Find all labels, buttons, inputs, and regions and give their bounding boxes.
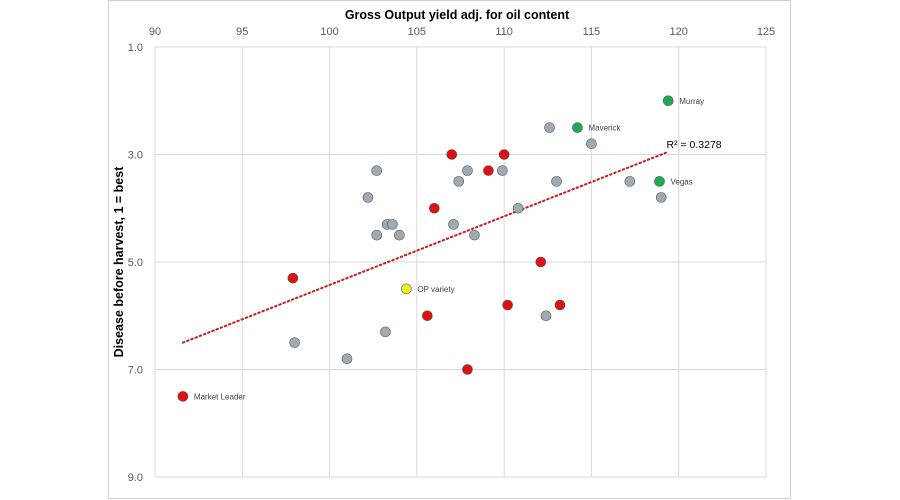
yellow-point bbox=[401, 283, 412, 295]
grey-point bbox=[624, 176, 636, 187]
x-tick-label: 125 bbox=[757, 26, 775, 38]
point-label: Murray bbox=[679, 97, 704, 106]
x-tick-label: 115 bbox=[583, 26, 601, 38]
green-point bbox=[572, 122, 583, 133]
y-axis-title: Disease before harvest, 1 = best bbox=[112, 166, 126, 358]
point-label: OP variety bbox=[417, 285, 454, 294]
point-label: Maverick bbox=[588, 124, 621, 133]
point-label: Market Leader bbox=[194, 392, 246, 401]
grey-point bbox=[453, 176, 465, 187]
grey-point bbox=[394, 229, 405, 241]
x-tick-label: 100 bbox=[320, 26, 338, 38]
point-label: Vegas bbox=[671, 177, 693, 186]
red-point bbox=[177, 391, 189, 402]
grey-point bbox=[462, 165, 473, 176]
red-point bbox=[462, 364, 473, 375]
red-point bbox=[446, 149, 458, 160]
axis-ticks: 90 95 100 105 110 115 120 125 1.0 3.0 5.0 7.0 9.0 bbox=[128, 26, 775, 484]
red-point bbox=[554, 299, 566, 311]
trendline-group bbox=[181, 150, 670, 344]
y-tick-label: 7.0 bbox=[128, 365, 143, 377]
y-tick-label: 5.0 bbox=[128, 257, 143, 269]
x-axis-title: Gross Output yield adj. for oil content bbox=[345, 8, 570, 22]
x-tick-label: 120 bbox=[670, 26, 688, 38]
red-point bbox=[422, 310, 433, 322]
green-point bbox=[662, 95, 674, 107]
grey-point bbox=[387, 219, 398, 230]
grey-point bbox=[371, 229, 383, 241]
chart-area bbox=[108, 0, 791, 499]
point-labels: Murray Maverick Vegas OP variety Market Lead… bbox=[194, 97, 704, 402]
grey-point bbox=[448, 219, 459, 230]
y-tick-label: 3.0 bbox=[128, 150, 143, 162]
grey-point bbox=[497, 165, 508, 176]
red-point bbox=[483, 165, 494, 176]
x-tick-label: 90 bbox=[149, 26, 161, 38]
y-tick-label: 1.0 bbox=[128, 42, 143, 54]
grey-point bbox=[469, 229, 480, 241]
grey-point bbox=[371, 165, 383, 176]
x-tick-label: 110 bbox=[495, 26, 513, 38]
y-tick-label: 9.0 bbox=[128, 472, 143, 484]
grey-point bbox=[341, 353, 353, 365]
x-tick-label: 105 bbox=[408, 26, 426, 38]
grey-point bbox=[551, 176, 562, 187]
grey-point bbox=[380, 326, 391, 338]
red-point bbox=[287, 272, 299, 284]
grey-point bbox=[544, 122, 555, 133]
red-point bbox=[429, 202, 440, 214]
trendline bbox=[181, 150, 670, 344]
x-tick-label: 95 bbox=[236, 26, 248, 38]
grey-point bbox=[289, 337, 300, 348]
green-point bbox=[654, 176, 665, 187]
red-point bbox=[502, 299, 513, 311]
data-points bbox=[177, 95, 674, 402]
red-point bbox=[498, 149, 510, 160]
grey-point bbox=[655, 192, 667, 203]
r-squared-label: R² = 0.3278 bbox=[666, 139, 721, 151]
grey-point bbox=[512, 202, 524, 214]
grey-point bbox=[586, 138, 597, 150]
red-point bbox=[535, 256, 547, 268]
gridlines bbox=[154, 46, 767, 478]
grey-point bbox=[362, 192, 374, 203]
grey-point bbox=[540, 310, 552, 322]
